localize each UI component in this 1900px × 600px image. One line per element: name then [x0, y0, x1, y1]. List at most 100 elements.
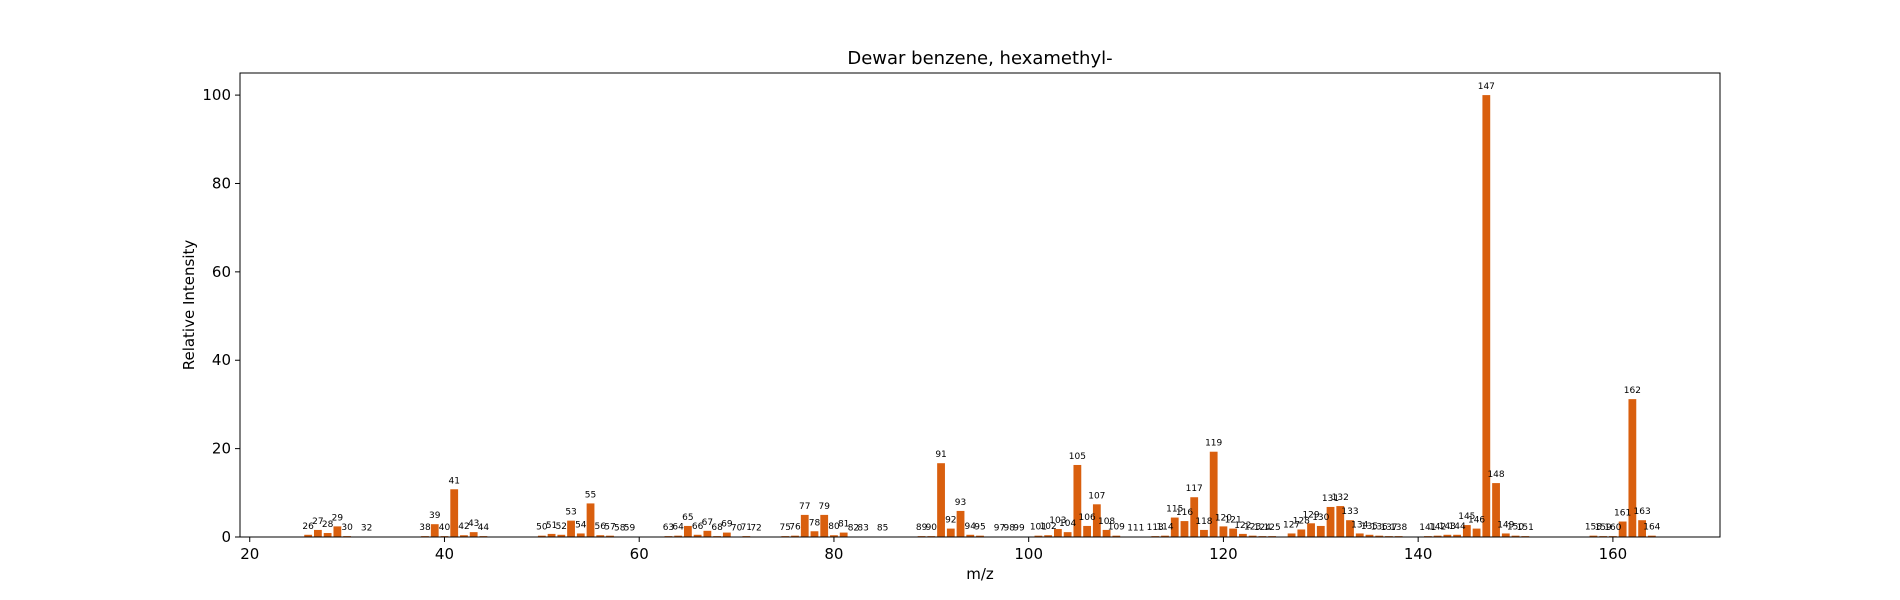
- bar-label-mz-63: 63: [663, 523, 674, 533]
- bar-mz-161: [1618, 521, 1627, 537]
- bar-label-mz-40: 40: [439, 523, 451, 533]
- x-axis-title: m/z: [966, 565, 994, 583]
- bar-label-mz-52: 52: [556, 522, 567, 532]
- bar-mz-108: [1102, 529, 1111, 537]
- bar-label-mz-90: 90: [926, 523, 938, 533]
- bar-label-mz-68: 68: [711, 523, 723, 533]
- bar-mz-131: [1326, 506, 1335, 537]
- bar-label-mz-64: 64: [672, 523, 684, 533]
- bar-mz-77: [800, 514, 809, 537]
- bar-mz-128: [1297, 529, 1306, 537]
- bar-label-mz-108: 108: [1098, 517, 1115, 527]
- chart-title: Dewar benzene, hexamethyl-: [847, 48, 1112, 69]
- bar-label-mz-151: 151: [1517, 523, 1534, 533]
- bar-mz-67: [703, 530, 712, 537]
- bar-label-mz-44: 44: [478, 523, 490, 533]
- bar-label-mz-163: 163: [1634, 507, 1651, 517]
- bar-label-mz-50: 50: [536, 523, 548, 533]
- bar-label-mz-103: 103: [1049, 516, 1066, 526]
- bar-label-mz-129: 129: [1302, 510, 1319, 520]
- bar-label-mz-94: 94: [965, 522, 977, 532]
- bar-mz-133: [1346, 520, 1354, 537]
- bar-label-mz-122: 122: [1234, 521, 1251, 531]
- bar-label-mz-43: 43: [468, 519, 479, 529]
- bar-mz-114: [1161, 535, 1169, 537]
- bar-label-mz-83: 83: [857, 524, 868, 534]
- x-tick-label-100: 100: [1014, 545, 1043, 563]
- bar-label-mz-142: 142: [1429, 523, 1446, 533]
- bar-mz-127: [1287, 533, 1296, 537]
- bar-mz-42: [460, 535, 468, 537]
- bar-label-mz-38: 38: [419, 523, 431, 533]
- bar-label-mz-158: 158: [1585, 523, 1602, 533]
- bar-mz-136: [1375, 535, 1384, 537]
- bar-mz-104: [1063, 532, 1072, 537]
- bar-label-mz-81: 81: [838, 520, 849, 530]
- bar-label-mz-29: 29: [332, 513, 344, 523]
- bar-label-mz-137: 137: [1380, 523, 1397, 533]
- bar-label-mz-135: 135: [1361, 522, 1378, 532]
- bar-label-mz-89: 89: [916, 523, 928, 533]
- y-tick-label-0: 0: [221, 528, 231, 546]
- bar-label-mz-106: 106: [1079, 513, 1096, 523]
- bar-mz-142: [1433, 535, 1442, 537]
- bar-mz-91: [937, 463, 945, 537]
- bar-mz-39: [430, 524, 439, 537]
- bar-mz-94: [966, 534, 975, 537]
- bar-mz-130: [1316, 525, 1325, 537]
- bar-label-mz-105: 105: [1069, 452, 1086, 462]
- bar-label-mz-132: 132: [1332, 493, 1349, 503]
- bar-label-mz-59: 59: [624, 524, 636, 534]
- bar-mz-95: [976, 535, 984, 537]
- bar-mz-53: [567, 520, 575, 537]
- bar-label-mz-161: 161: [1614, 509, 1631, 519]
- bar-label-mz-136: 136: [1371, 523, 1388, 533]
- bar-mz-41: [450, 489, 459, 537]
- y-tick-label-60: 60: [212, 263, 231, 281]
- bars-group: [304, 95, 1656, 537]
- bar-label-mz-58: 58: [614, 524, 626, 534]
- bar-mz-118: [1200, 529, 1208, 537]
- bar-mz-106: [1083, 525, 1092, 537]
- bar-label-mz-144: 144: [1449, 522, 1466, 532]
- y-tick-label-100: 100: [202, 86, 231, 104]
- bar-mz-144: [1453, 534, 1462, 537]
- bar-label-mz-115: 115: [1166, 505, 1183, 515]
- bar-label-mz-65: 65: [682, 513, 693, 523]
- bar-label-mz-124: 124: [1254, 523, 1271, 533]
- bar-label-mz-56: 56: [595, 522, 607, 532]
- bar-label-mz-41: 41: [448, 476, 459, 486]
- bar-label-mz-113: 113: [1147, 523, 1164, 533]
- bar-mz-145: [1462, 525, 1471, 537]
- bar-label-mz-70: 70: [731, 524, 743, 534]
- x-axis: 20 40 60 80 100 120 140 160: [240, 537, 1627, 563]
- bar-mz-43: [469, 532, 478, 537]
- bar-mz-150: [1511, 535, 1520, 537]
- bar-mz-129: [1307, 523, 1315, 537]
- bar-mz-64: [674, 535, 683, 537]
- y-axis-title: Relative Intensity: [180, 240, 198, 371]
- bar-mz-69: [722, 532, 731, 537]
- bar-label-mz-53: 53: [565, 508, 576, 518]
- bar-label-mz-92: 92: [945, 516, 956, 526]
- bar-label-mz-27: 27: [312, 517, 323, 527]
- bar-mz-54: [576, 533, 585, 537]
- bar-mz-117: [1190, 497, 1199, 537]
- bar-label-mz-120: 120: [1215, 513, 1232, 523]
- bar-label-mz-51: 51: [546, 521, 557, 531]
- bar-label-mz-119: 119: [1205, 439, 1222, 449]
- bar-label-mz-69: 69: [721, 520, 733, 530]
- bar-label-mz-71: 71: [741, 523, 752, 533]
- bar-label-mz-98: 98: [1003, 524, 1015, 534]
- x-tick-label-60: 60: [630, 545, 649, 563]
- bar-label-mz-32: 32: [361, 524, 372, 534]
- bar-mz-29: [333, 526, 342, 537]
- bar-mz-57: [606, 535, 614, 537]
- bar-mz-102: [1044, 535, 1053, 537]
- bar-mz-119: [1209, 451, 1218, 537]
- bar-label-mz-82: 82: [848, 524, 859, 534]
- bar-label-mz-130: 130: [1312, 513, 1329, 523]
- bar-label-mz-99: 99: [1013, 524, 1025, 534]
- bar-label-mz-93: 93: [955, 498, 966, 508]
- bar-mz-162: [1628, 399, 1637, 537]
